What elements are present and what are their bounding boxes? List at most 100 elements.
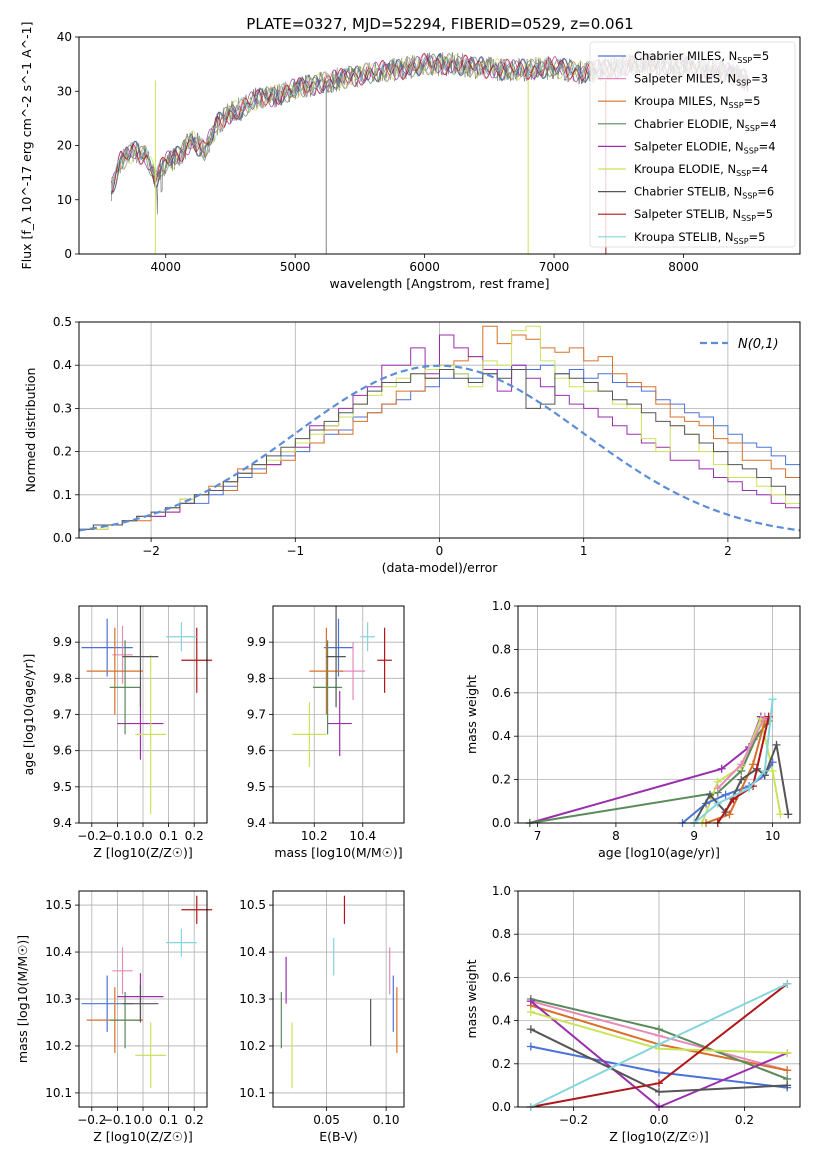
x-tick-label: −0.2 — [77, 1113, 106, 1127]
x-axis-label: age [log10(age/yr)] — [598, 845, 720, 860]
y-tick-label: 0.6 — [492, 686, 511, 700]
weight-marker — [526, 1007, 535, 1016]
x-tick-label: 5000 — [280, 260, 311, 274]
legend-subscript: SSP — [744, 146, 759, 155]
axes-mass-vs-extinction: 0.05 0.10 10.1 10.2 10.3 10.4 10.5 E(B-V) — [239, 890, 405, 1144]
x-tick-label: 0.0 — [133, 1113, 152, 1127]
legend-subscript: SSP — [737, 56, 752, 65]
weight-marker — [749, 760, 757, 769]
y-tick-label: 0.3 — [53, 401, 72, 415]
y-axis-label: Flux [f_λ 10^-17 erg cm^-2 s^-1 A^-1] — [19, 22, 34, 270]
y-axis-label: mass weight — [464, 675, 479, 754]
axes-age-vs-metallicity: −0.2−0.1 0.0 0.1 0.2 9.4 9.5 9.6 9.7 9.8 9.9 Z [lo… — [21, 605, 213, 860]
y-tick-label: 9.6 — [53, 744, 72, 758]
x-tick-label: −0.2 — [77, 829, 106, 843]
legend: Chabrier MILES, NSSP=5 Salpeter MILES, NS… — [589, 41, 796, 248]
legend-label: Salpeter STELIB, NSSP=5 — [634, 207, 773, 223]
legend-box — [589, 41, 796, 248]
legend-subscript: SSP — [742, 192, 757, 201]
legend-label: Chabrier STELIB, NSSP=6 — [634, 185, 774, 201]
x-axis-label: (data-model)/error — [382, 560, 499, 575]
legend-subscript: SSP — [734, 237, 749, 246]
x-tick-label: −0.1 — [103, 1113, 132, 1127]
y-tick-label: 9.8 — [247, 671, 266, 685]
y-tick-label: 10.2 — [239, 1039, 266, 1053]
x-tick-label: 0.1 — [159, 1113, 178, 1127]
y-tick-label: 9.4 — [247, 816, 266, 830]
weight-marker — [783, 1049, 792, 1057]
weight-line — [705, 720, 766, 824]
weight-marker — [772, 740, 781, 749]
axes-histogram: −2 −1 0 1 2 0.0 0.1 0.2 0.3 0.4 0.5 (data-model)/er… — [23, 315, 801, 575]
legend-subscript: SSP — [736, 79, 751, 88]
legend-label: Chabrier MILES, NSSP=5 — [634, 49, 769, 65]
legend-subscript: SSP — [736, 169, 751, 178]
x-tick-label: 7000 — [539, 260, 570, 274]
x-tick-label: 10 — [765, 829, 780, 843]
x-axis-label: mass [log10(M/M☉)] — [274, 845, 402, 860]
y-tick-label: 9.4 — [53, 816, 72, 830]
axes-mass-weight-vs-metallicity: −0.2 0.0 0.2 0.0 0.2 0.4 0.6 0.8 1.0 Z [log10(Z/Z… — [464, 884, 801, 1144]
x-tick-label: −2 — [142, 544, 160, 558]
x-tick-label: 0.0 — [649, 1113, 668, 1127]
x-tick-label: 9 — [690, 829, 698, 843]
legend-label: Salpeter ELODIE, NSSP=4 — [634, 139, 776, 155]
x-tick-label: 1 — [580, 544, 588, 558]
x-tick-label: 7 — [534, 829, 542, 843]
y-tick-label: 10.4 — [239, 945, 266, 959]
axes-frame — [517, 605, 801, 824]
y-tick-label: 0.0 — [492, 1100, 511, 1114]
x-tick-label: 0.0 — [133, 829, 152, 843]
y-tick-label: 9.9 — [53, 635, 72, 649]
y-tick-label: 10.4 — [45, 945, 72, 959]
y-tick-label: 0.6 — [492, 970, 511, 984]
axes-mass-weight-vs-age: 7 8 9 10 0.0 0.2 0.4 0.6 0.8 1.0 age [log10(age/yr… — [464, 599, 801, 860]
weight-marker — [655, 1079, 663, 1088]
axes-frame — [78, 36, 801, 255]
x-tick-label: 0.2 — [185, 1113, 204, 1127]
legend-count: =4 — [760, 117, 777, 131]
y-tick-label: 9.7 — [247, 708, 266, 722]
axes-frame — [78, 321, 801, 539]
y-tick-label: 9.5 — [247, 780, 266, 794]
x-axis-label: Z [log10(Z/Z☉)] — [93, 845, 193, 860]
axes-frame — [78, 605, 208, 824]
weight-marker — [737, 760, 746, 769]
x-tick-label: −0.1 — [103, 829, 132, 843]
weight-marker — [776, 810, 785, 819]
x-tick-label: 6000 — [409, 260, 440, 274]
weight-marker — [655, 1025, 663, 1034]
y-tick-label: 20 — [57, 139, 72, 153]
y-tick-label: 10.3 — [45, 992, 72, 1006]
histogram-step — [79, 369, 800, 530]
x-tick-label: 10.4 — [349, 829, 376, 843]
weight-line — [716, 716, 770, 824]
x-tick-label: 8 — [612, 829, 620, 843]
legend-label: Kroupa ELODIE, NSSP=4 — [634, 162, 768, 178]
weight-marker — [705, 790, 714, 799]
x-tick-label: −1 — [286, 544, 304, 558]
x-tick-label: 0.05 — [313, 1113, 340, 1127]
x-tick-label: 0.2 — [735, 1113, 754, 1127]
y-tick-label: 40 — [57, 30, 72, 44]
axes-frame — [272, 605, 405, 824]
weight-marker — [721, 790, 730, 799]
y-tick-label: 9.8 — [53, 671, 72, 685]
weight-marker — [783, 979, 792, 988]
figure-title: PLATE=0327, MJD=52294, FIBERID=0529, z=0… — [246, 15, 633, 33]
y-tick-label: 9.7 — [53, 708, 72, 722]
x-tick-label: 4000 — [150, 260, 181, 274]
y-tick-label: 0.2 — [492, 773, 511, 787]
weight-marker — [745, 784, 754, 793]
legend-count: =6 — [757, 185, 774, 199]
y-tick-label: 10.3 — [239, 992, 266, 1006]
y-tick-label: 0.0 — [53, 531, 72, 545]
y-tick-label: 9.6 — [247, 744, 266, 758]
legend-count: =4 — [759, 139, 776, 153]
legend-label: Chabrier ELODIE, NSSP=4 — [634, 117, 777, 133]
x-axis-label: Z [log10(Z/Z☉)] — [93, 1129, 193, 1144]
legend-count: =5 — [756, 207, 773, 221]
weight-marker — [526, 1042, 535, 1051]
y-tick-label: 10.5 — [45, 898, 72, 912]
